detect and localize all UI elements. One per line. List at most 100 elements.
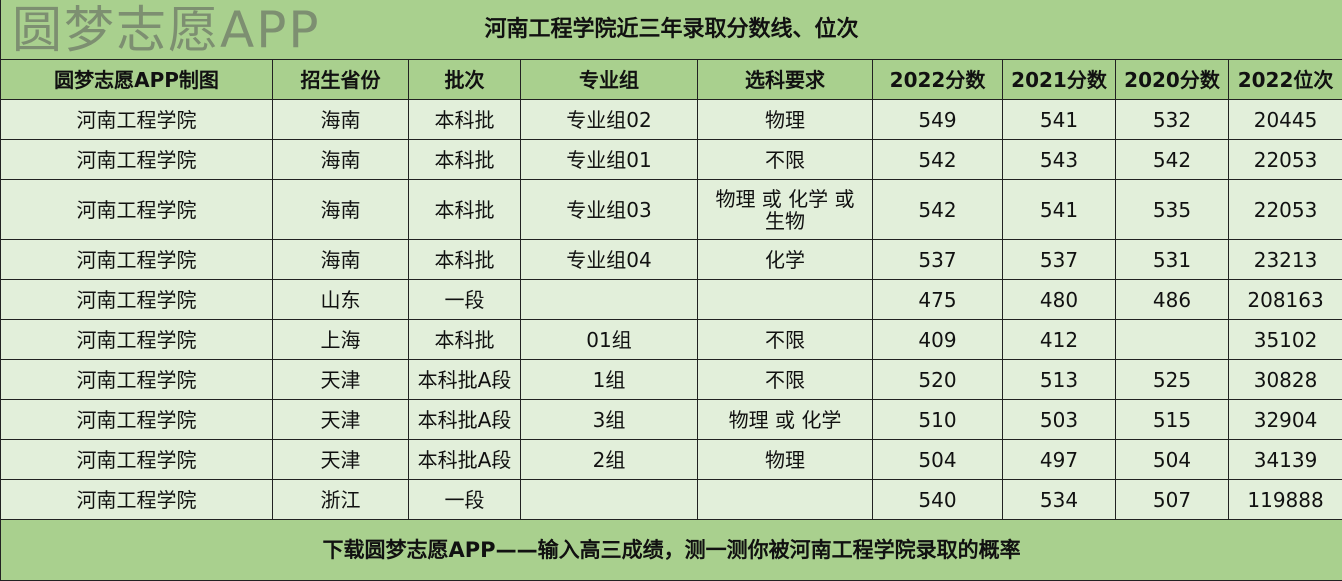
table-cell: 486	[1115, 279, 1229, 320]
table-cell: 不限	[697, 139, 873, 180]
table-cell: 浙江	[272, 479, 409, 520]
table-cell: 01组	[520, 319, 698, 360]
table-row: 河南工程学院 山东 一段 475 480 486 208163	[0, 279, 1342, 320]
table-cell: 物理 或 化学	[697, 399, 873, 440]
table-row: 河南工程学院 海南 本科批 专业组02 物理 549 541 532 20445	[0, 99, 1342, 140]
column-header: 2021分数	[1002, 59, 1116, 100]
table-cell: 549	[872, 99, 1003, 140]
table-cell: 专业组02	[520, 99, 698, 140]
table-cell: 海南	[272, 179, 409, 240]
table-cell: 河南工程学院	[0, 179, 273, 240]
table-cell	[520, 479, 698, 520]
table-cell: 35102	[1227, 319, 1342, 360]
column-header: 2020分数	[1115, 59, 1229, 100]
table-cell: 本科批	[408, 99, 521, 140]
table-cell: 23213	[1227, 239, 1342, 280]
table-row: 河南工程学院 海南 本科批 专业组01 不限 542 543 542 22053	[0, 139, 1342, 180]
table-cell: 208163	[1227, 279, 1342, 320]
table-cell: 河南工程学院	[0, 359, 273, 400]
table-cell: 河南工程学院	[0, 239, 273, 280]
table-cell: 不限	[697, 359, 873, 400]
column-header: 招生省份	[272, 59, 409, 100]
table-cell: 天津	[272, 399, 409, 440]
table-cell: 不限	[697, 319, 873, 360]
column-header: 2022分数	[872, 59, 1003, 100]
table-cell	[1115, 319, 1229, 360]
table-cell: 540	[872, 479, 1003, 520]
table-cell: 河南工程学院	[0, 439, 273, 480]
table-cell: 本科批	[408, 319, 521, 360]
table-cell: 119888	[1227, 479, 1342, 520]
column-header: 圆梦志愿APP制图	[0, 59, 273, 100]
table-cell: 专业组01	[520, 139, 698, 180]
table-cell: 541	[1002, 99, 1116, 140]
table-cell: 513	[1002, 359, 1116, 400]
table-cell: 535	[1115, 179, 1229, 240]
table-cell: 化学	[697, 239, 873, 280]
table-cell: 一段	[408, 479, 521, 520]
table-cell	[520, 279, 698, 320]
table-cell: 物理 或 化学 或 生物	[697, 179, 873, 240]
column-header: 批次	[408, 59, 521, 100]
table-cell: 河南工程学院	[0, 99, 273, 140]
table-cell	[697, 279, 873, 320]
table-cell: 537	[872, 239, 1003, 280]
table-cell: 本科批	[408, 239, 521, 280]
table-cell: 542	[1115, 139, 1229, 180]
table-cell: 海南	[272, 139, 409, 180]
table-row: 河南工程学院 浙江 一段 540 534 507 119888	[0, 479, 1342, 520]
table-cell: 503	[1002, 399, 1116, 440]
footer-text: 下载圆梦志愿APP——输入高三成绩，测一测你被河南工程学院录取的概率	[0, 519, 1342, 581]
table-cell: 海南	[272, 99, 409, 140]
table-cell: 525	[1115, 359, 1229, 400]
table-cell: 河南工程学院	[0, 479, 273, 520]
table-cell: 480	[1002, 279, 1116, 320]
table-cell: 本科批	[408, 139, 521, 180]
table-cell: 541	[1002, 179, 1116, 240]
table-row: 河南工程学院 天津 本科批A段 3组 物理 或 化学 510 503 515 32904	[0, 399, 1342, 440]
table-title: 河南工程学院近三年录取分数线、位次	[0, 0, 1342, 60]
table-cell: 3组	[520, 399, 698, 440]
table-cell: 504	[1115, 439, 1229, 480]
table-cell: 543	[1002, 139, 1116, 180]
table-cell: 本科批A段	[408, 439, 521, 480]
table-cell: 542	[872, 179, 1003, 240]
table-cell: 上海	[272, 319, 409, 360]
table-cell: 天津	[272, 359, 409, 400]
table-cell: 物理	[697, 99, 873, 140]
table-row: 河南工程学院 海南 本科批 专业组03 物理 或 化学 或 生物 542 541 535 220…	[0, 179, 1342, 240]
table-cell: 475	[872, 279, 1003, 320]
table-cell: 20445	[1227, 99, 1342, 140]
table-cell: 534	[1002, 479, 1116, 520]
table-cell: 河南工程学院	[0, 319, 273, 360]
table-cell: 一段	[408, 279, 521, 320]
table-cell: 1组	[520, 359, 698, 400]
table-cell: 2组	[520, 439, 698, 480]
table-cell: 520	[872, 359, 1003, 400]
table-cell: 32904	[1227, 399, 1342, 440]
table-cell: 本科批A段	[408, 399, 521, 440]
table-cell: 本科批	[408, 179, 521, 240]
table-cell: 497	[1002, 439, 1116, 480]
table-cell: 542	[872, 139, 1003, 180]
table-cell: 412	[1002, 319, 1116, 360]
table-cell: 专业组04	[520, 239, 698, 280]
table-cell: 22053	[1227, 139, 1342, 180]
table-cell: 510	[872, 399, 1003, 440]
table-cell: 30828	[1227, 359, 1342, 400]
table-cell: 专业组03	[520, 179, 698, 240]
table-cell: 本科批A段	[408, 359, 521, 400]
table-row: 河南工程学院 天津 本科批A段 1组 不限 520 513 525 30828	[0, 359, 1342, 400]
table-cell: 504	[872, 439, 1003, 480]
table-row: 河南工程学院 上海 本科批 01组 不限 409 412 35102	[0, 319, 1342, 360]
table-cell: 山东	[272, 279, 409, 320]
table-cell: 531	[1115, 239, 1229, 280]
table-row: 河南工程学院 天津 本科批A段 2组 物理 504 497 504 34139	[0, 439, 1342, 480]
table-cell: 22053	[1227, 179, 1342, 240]
column-header: 专业组	[520, 59, 698, 100]
table-cell: 409	[872, 319, 1003, 360]
table-cell: 河南工程学院	[0, 279, 273, 320]
table-cell: 海南	[272, 239, 409, 280]
column-header: 2022位次	[1227, 59, 1342, 100]
